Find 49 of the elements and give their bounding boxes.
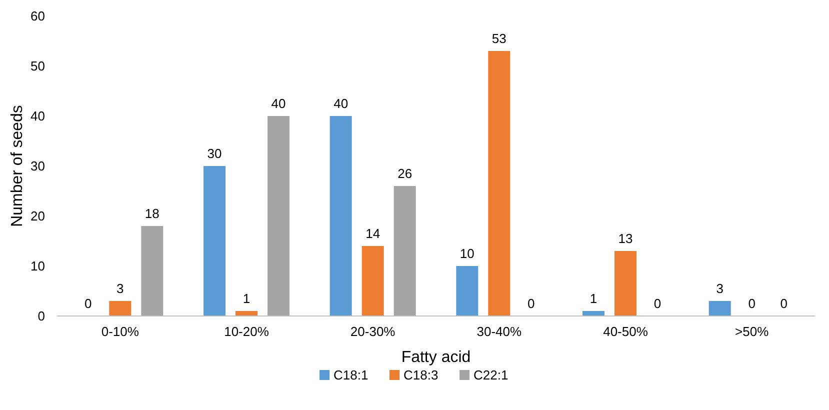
bar <box>236 311 258 316</box>
bar <box>488 51 510 316</box>
data-label: 3 <box>716 281 724 296</box>
data-label: 3 <box>116 281 124 296</box>
data-label: 26 <box>398 166 412 181</box>
data-label: 14 <box>366 226 380 241</box>
legend-label: C18:1 <box>334 368 368 383</box>
legend-label: C18:3 <box>404 368 438 383</box>
x-tick-label: 10-20% <box>224 324 270 339</box>
x-axis-title: Fatty acid <box>401 349 471 366</box>
y-tick-label: 50 <box>30 58 45 74</box>
bar <box>204 166 226 316</box>
x-tick-label: 30-40% <box>476 324 522 339</box>
data-label: 0 <box>780 296 788 311</box>
bar <box>268 116 290 316</box>
y-tick-label: 0 <box>38 308 45 324</box>
y-tick-label: 20 <box>30 208 45 224</box>
legend-label: C22:1 <box>474 368 508 383</box>
y-tick-label: 60 <box>30 8 45 24</box>
y-tick-label: 40 <box>30 108 45 124</box>
bar <box>708 301 731 316</box>
data-label: 40 <box>334 96 348 111</box>
bar <box>109 301 132 316</box>
data-label: 1 <box>590 291 598 306</box>
y-tick-label: 30 <box>30 158 45 174</box>
x-tick-label: 20-30% <box>350 324 396 339</box>
data-label: 0 <box>84 296 92 311</box>
bar <box>582 311 604 316</box>
data-label: 0 <box>654 296 662 311</box>
data-label: 10 <box>460 246 474 261</box>
bar <box>330 116 352 316</box>
x-tick-label: 40-50% <box>603 324 648 339</box>
y-axis-title: Number of seeds <box>9 105 26 227</box>
x-tick-label: 0-10% <box>101 324 140 339</box>
bar <box>141 226 164 316</box>
data-label: 30 <box>207 146 222 161</box>
bar <box>394 186 416 316</box>
data-label: 18 <box>144 206 160 221</box>
data-label: 0 <box>528 296 535 311</box>
data-label: 0 <box>748 296 756 311</box>
data-label: 13 <box>618 231 633 246</box>
x-tick-label: >50% <box>735 324 770 339</box>
bar <box>614 251 636 316</box>
data-label: 40 <box>271 96 286 111</box>
bar <box>456 266 478 316</box>
data-label: 1 <box>242 291 250 306</box>
y-tick-label: 10 <box>30 258 45 274</box>
data-label: 53 <box>492 31 506 46</box>
bar <box>362 246 384 316</box>
